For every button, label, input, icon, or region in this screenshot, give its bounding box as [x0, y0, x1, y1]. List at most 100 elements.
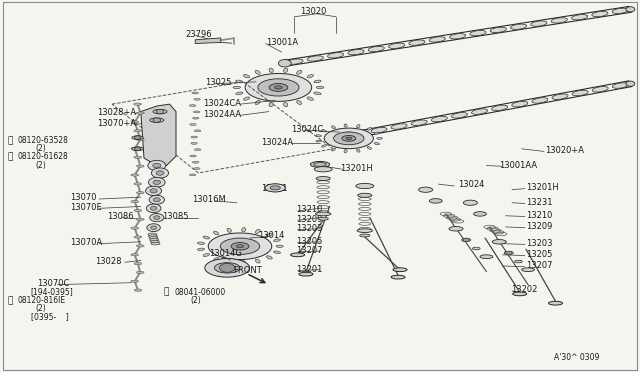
Ellipse shape — [492, 105, 508, 110]
Ellipse shape — [134, 209, 141, 212]
Ellipse shape — [131, 147, 139, 150]
Ellipse shape — [136, 245, 144, 247]
Ellipse shape — [131, 201, 139, 203]
Ellipse shape — [255, 70, 260, 74]
Circle shape — [626, 7, 635, 12]
Ellipse shape — [131, 227, 138, 229]
Ellipse shape — [195, 130, 201, 132]
Ellipse shape — [136, 138, 144, 141]
Text: (2): (2) — [35, 304, 46, 313]
Circle shape — [506, 251, 512, 255]
Circle shape — [146, 186, 161, 196]
Ellipse shape — [134, 103, 141, 105]
Circle shape — [134, 136, 141, 140]
Ellipse shape — [307, 97, 314, 100]
Ellipse shape — [291, 253, 305, 257]
Ellipse shape — [193, 161, 199, 163]
Text: 13070: 13070 — [70, 193, 97, 202]
Ellipse shape — [203, 254, 209, 256]
Ellipse shape — [480, 255, 493, 259]
Circle shape — [156, 109, 164, 114]
Ellipse shape — [214, 263, 240, 273]
Ellipse shape — [134, 129, 141, 132]
Circle shape — [626, 81, 635, 86]
Ellipse shape — [255, 230, 260, 233]
Ellipse shape — [346, 137, 351, 140]
Ellipse shape — [131, 174, 139, 176]
Circle shape — [154, 198, 160, 202]
Ellipse shape — [255, 259, 260, 263]
Ellipse shape — [131, 254, 138, 256]
Ellipse shape — [316, 177, 330, 181]
Ellipse shape — [472, 109, 488, 114]
Ellipse shape — [150, 239, 159, 241]
Ellipse shape — [419, 187, 433, 192]
Ellipse shape — [371, 128, 387, 133]
Ellipse shape — [213, 231, 219, 235]
Text: 13028+A: 13028+A — [97, 108, 136, 117]
Ellipse shape — [134, 289, 142, 291]
Ellipse shape — [258, 79, 299, 96]
Ellipse shape — [191, 136, 197, 138]
Ellipse shape — [198, 248, 205, 250]
Ellipse shape — [269, 68, 273, 73]
Ellipse shape — [532, 98, 548, 103]
Ellipse shape — [273, 239, 280, 241]
Ellipse shape — [213, 258, 219, 261]
Circle shape — [154, 216, 160, 219]
Text: 23796: 23796 — [186, 30, 212, 39]
Ellipse shape — [287, 59, 303, 64]
Circle shape — [149, 195, 164, 204]
Ellipse shape — [512, 102, 528, 107]
Text: 13201H: 13201H — [526, 183, 559, 192]
Ellipse shape — [461, 238, 470, 242]
Ellipse shape — [314, 92, 321, 95]
Ellipse shape — [190, 155, 196, 157]
Circle shape — [134, 147, 141, 151]
Circle shape — [152, 168, 169, 178]
Text: 13210: 13210 — [296, 205, 322, 214]
Text: 13205: 13205 — [526, 250, 552, 259]
Circle shape — [278, 60, 291, 67]
Text: Ⓑ: Ⓑ — [163, 288, 168, 296]
Ellipse shape — [348, 49, 364, 55]
Ellipse shape — [429, 199, 442, 203]
Text: 13025: 13025 — [205, 78, 231, 87]
Ellipse shape — [328, 53, 344, 58]
Ellipse shape — [233, 86, 241, 89]
Ellipse shape — [310, 161, 330, 167]
Ellipse shape — [148, 235, 157, 238]
Circle shape — [153, 163, 161, 168]
Ellipse shape — [269, 102, 273, 107]
Ellipse shape — [131, 280, 138, 282]
Ellipse shape — [132, 136, 143, 140]
Ellipse shape — [316, 212, 331, 216]
Ellipse shape — [314, 167, 332, 172]
Text: 13014G: 13014G — [209, 249, 242, 258]
Ellipse shape — [134, 236, 141, 238]
Ellipse shape — [333, 132, 364, 145]
Ellipse shape — [276, 245, 284, 247]
Text: 13024CA: 13024CA — [203, 99, 241, 108]
Ellipse shape — [151, 243, 160, 245]
Text: 13028: 13028 — [95, 257, 121, 266]
Ellipse shape — [572, 90, 588, 96]
Ellipse shape — [136, 165, 144, 167]
Ellipse shape — [368, 46, 385, 52]
Text: 13231: 13231 — [526, 198, 552, 207]
Ellipse shape — [307, 74, 314, 78]
Ellipse shape — [429, 37, 445, 42]
Polygon shape — [195, 38, 221, 44]
Ellipse shape — [318, 217, 328, 220]
Ellipse shape — [284, 102, 288, 107]
Ellipse shape — [273, 251, 280, 254]
Ellipse shape — [148, 233, 157, 236]
Circle shape — [463, 238, 469, 242]
Ellipse shape — [374, 132, 380, 134]
Ellipse shape — [324, 128, 373, 149]
Ellipse shape — [332, 126, 335, 129]
Ellipse shape — [409, 40, 425, 45]
Ellipse shape — [193, 117, 199, 119]
Ellipse shape — [463, 200, 477, 205]
Text: [194-0395]: [194-0395] — [31, 288, 74, 296]
